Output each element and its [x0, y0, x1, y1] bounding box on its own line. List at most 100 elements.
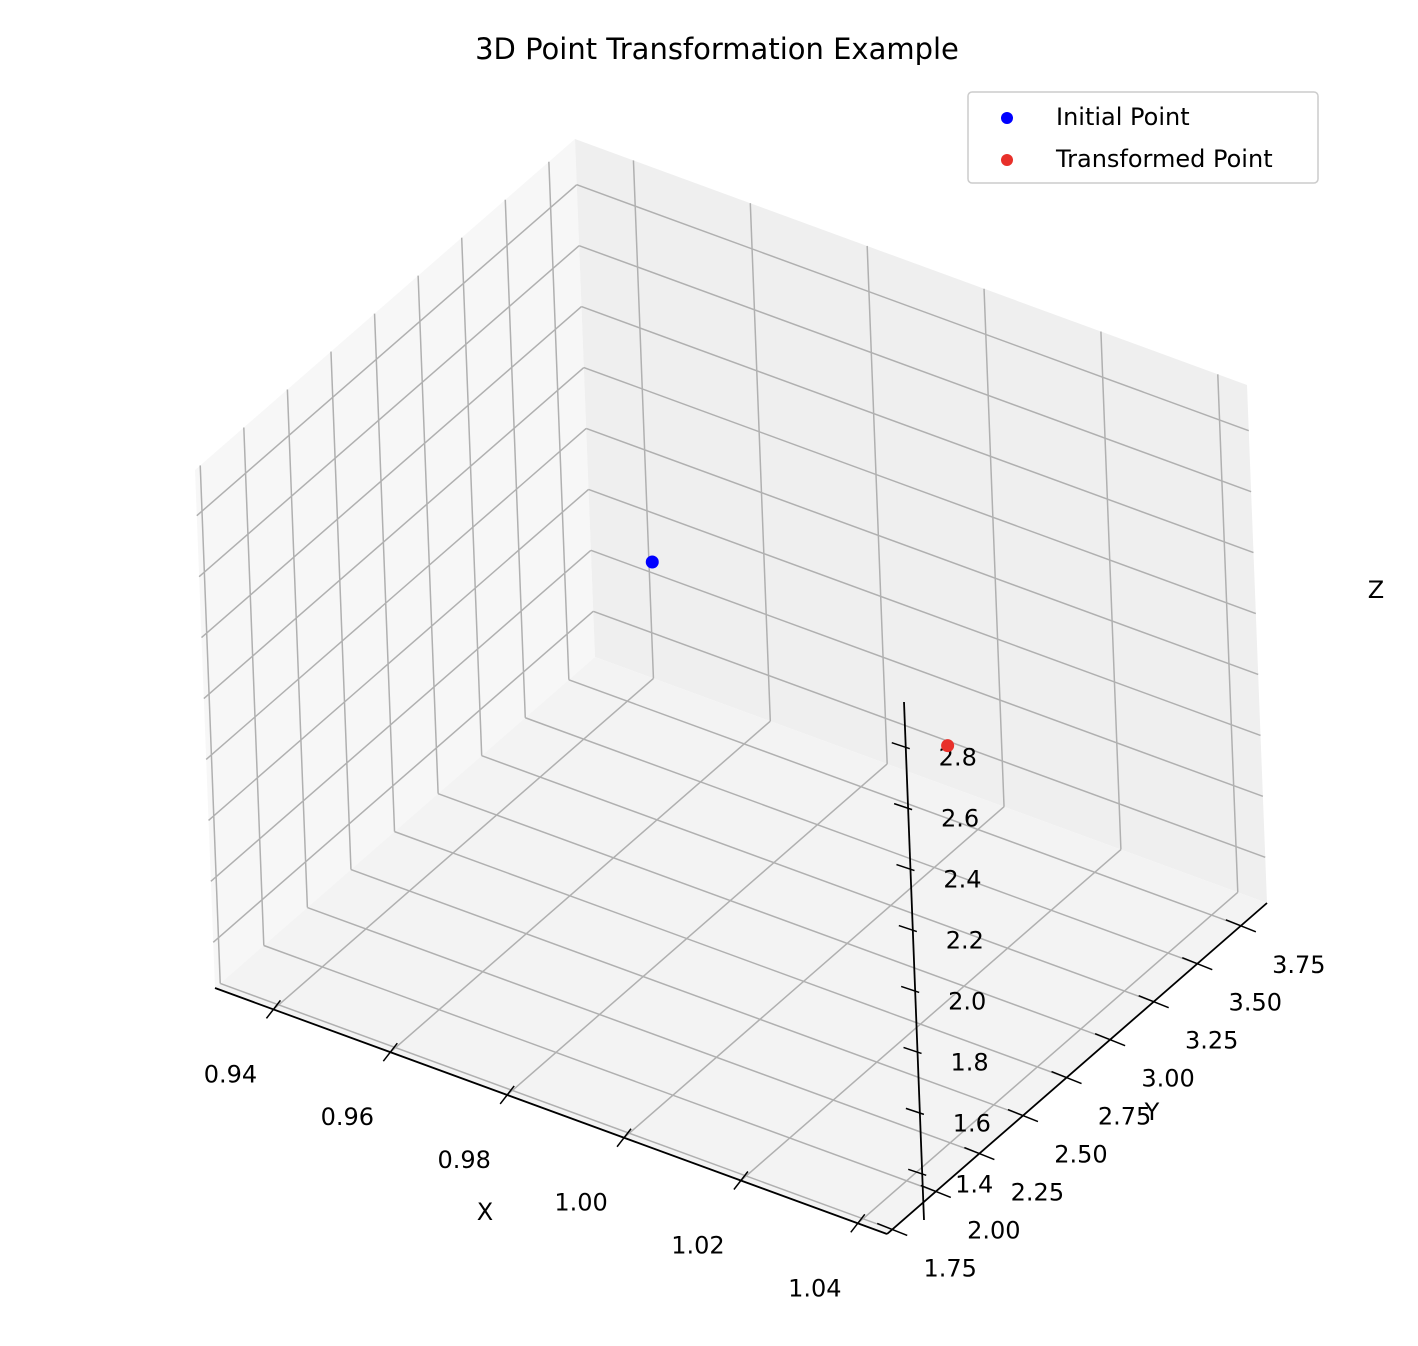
x-tick-4	[733, 1171, 749, 1190]
x-tick-label-0: 0.94	[204, 1060, 257, 1088]
chart-title: 3D Point Transformation Example	[475, 32, 959, 66]
grid-z-xwall-4	[203, 366, 585, 700]
z-tick-5	[896, 863, 915, 872]
y-tick-label-8: 3.75	[1272, 951, 1325, 979]
grid-z-ywall-4	[583, 366, 1257, 615]
y-tick-label-4: 2.75	[1098, 1103, 1151, 1131]
x-tick-5	[850, 1213, 866, 1233]
y-axis-label: Y	[1144, 1098, 1160, 1126]
x-tick-1	[382, 1042, 398, 1062]
x-tick-label-5: 1.04	[788, 1274, 841, 1302]
z-tick-4	[898, 924, 918, 933]
grid-x-wall-2	[866, 245, 888, 764]
grid-y-floor-2	[307, 906, 980, 1155]
grid-x-floor-3	[623, 806, 1005, 1139]
x-axis-label: X	[477, 1198, 493, 1226]
x-tick-label-4: 1.02	[671, 1232, 724, 1260]
y-tick-5	[1094, 1032, 1126, 1047]
y-tick-3	[1007, 1108, 1039, 1123]
data-points	[645, 555, 955, 753]
y-tick-0	[876, 1222, 908, 1237]
z-tick-label-3: 2.0	[948, 987, 986, 1015]
legend: Initial Point Transformed Point	[967, 91, 1319, 184]
z-tick-1	[905, 1107, 925, 1116]
y-tick-6	[1138, 994, 1169, 1009]
grid-z-ywall-1	[590, 549, 1264, 798]
grid-x-wall-4	[1100, 331, 1122, 850]
grid-y-wall-3	[330, 351, 352, 870]
grid-z-ywall-0	[592, 610, 1266, 858]
y-tick-label-2: 2.25	[1011, 1179, 1064, 1207]
y-axis-line	[886, 902, 1268, 1235]
y-tick-label-7: 3.50	[1229, 989, 1282, 1017]
z-tick-6	[893, 802, 913, 811]
z-tick-label-6: 2.6	[941, 805, 979, 833]
grid-z-xwall-6	[198, 245, 580, 578]
grid-x-floor-1	[389, 720, 771, 1053]
legend-marker-initial	[1001, 112, 1013, 124]
x-tick-label-1: 0.96	[321, 1103, 374, 1131]
y-tick-label-6: 3.25	[1185, 1027, 1238, 1055]
z-tick-label-4: 2.2	[946, 927, 984, 955]
x-axis-line	[214, 987, 888, 1235]
legend-box	[967, 91, 1319, 184]
pane-y-wall	[575, 139, 1267, 903]
grid-z-xwall-5	[200, 306, 582, 639]
grid-y-wall-6	[460, 237, 483, 756]
x-tick-label-2: 0.98	[437, 1146, 490, 1174]
grid-y-wall-0	[199, 465, 221, 984]
grid-y-wall-4	[373, 313, 396, 832]
grid-y-wall-2	[286, 389, 309, 908]
grid-x-wall-0	[632, 160, 655, 679]
x-tick-0	[265, 999, 282, 1019]
grid-y-wall-1	[243, 427, 265, 946]
grid-y-floor-6	[481, 754, 1154, 1003]
grid-z-ywall-5	[581, 305, 1254, 554]
grid-z-xwall-7	[196, 184, 578, 517]
axis-panes	[195, 139, 1267, 1234]
legend-label-transformed: Transformed Point	[1055, 145, 1273, 173]
tick-marks: 0.94 0.96 0.98 1.00 1.02 1.04 1.75 2.00 2.25 2.50…	[204, 741, 1326, 1302]
point-initial-0	[645, 555, 659, 569]
y-tick-label-5: 3.00	[1141, 1065, 1194, 1093]
grid-y-wall-5	[417, 275, 439, 794]
grid-z-ywall-6	[578, 244, 1252, 493]
grid-z-ywall-2	[588, 488, 1261, 737]
grid-x-floor-0	[272, 677, 654, 1010]
y-tick-4	[1051, 1070, 1082, 1085]
grid-z-xwall-2	[208, 488, 590, 821]
axis-lines	[214, 701, 1268, 1235]
z-tick-7	[891, 741, 911, 750]
grid-z-xwall-3	[205, 427, 587, 761]
x-tick-3	[616, 1128, 632, 1148]
y-tick-label-3: 2.50	[1054, 1141, 1107, 1169]
grid-z-ywall-3	[585, 427, 1259, 676]
grid-y-wall-7	[504, 199, 527, 718]
legend-marker-transformed	[1001, 154, 1013, 166]
grid-y-floor-5	[437, 792, 1111, 1041]
x-tick-label-3: 1.00	[554, 1189, 607, 1217]
grid-x-floor-2	[506, 763, 888, 1096]
grid-z-xwall-0	[212, 610, 594, 943]
x-tick-2	[499, 1085, 515, 1105]
z-tick-label-0: 1.4	[955, 1170, 993, 1198]
grid-x-wall-3	[983, 288, 1005, 807]
z-tick-2	[903, 1046, 922, 1055]
grid-x-wall-1	[749, 203, 772, 722]
grid-y-floor-8	[568, 679, 1242, 927]
grid-y-floor-1	[263, 944, 937, 1193]
y-tick-label-1: 2.00	[967, 1216, 1020, 1244]
y-tick-label-0: 1.75	[924, 1254, 977, 1282]
grid-y-floor-4	[394, 830, 1067, 1079]
point-transformed-0	[941, 739, 955, 753]
grid-z-xwall-1	[210, 549, 592, 882]
y-tick-1	[920, 1184, 952, 1199]
z-axis-line	[903, 701, 925, 1221]
y-tick-8	[1225, 919, 1257, 933]
grid-y-floor-7	[525, 717, 1198, 965]
y-tick-7	[1181, 957, 1213, 971]
grid-z-ywall-7	[576, 184, 1250, 432]
grid-x-floor-4	[740, 848, 1122, 1182]
z-tick-0	[907, 1168, 927, 1177]
